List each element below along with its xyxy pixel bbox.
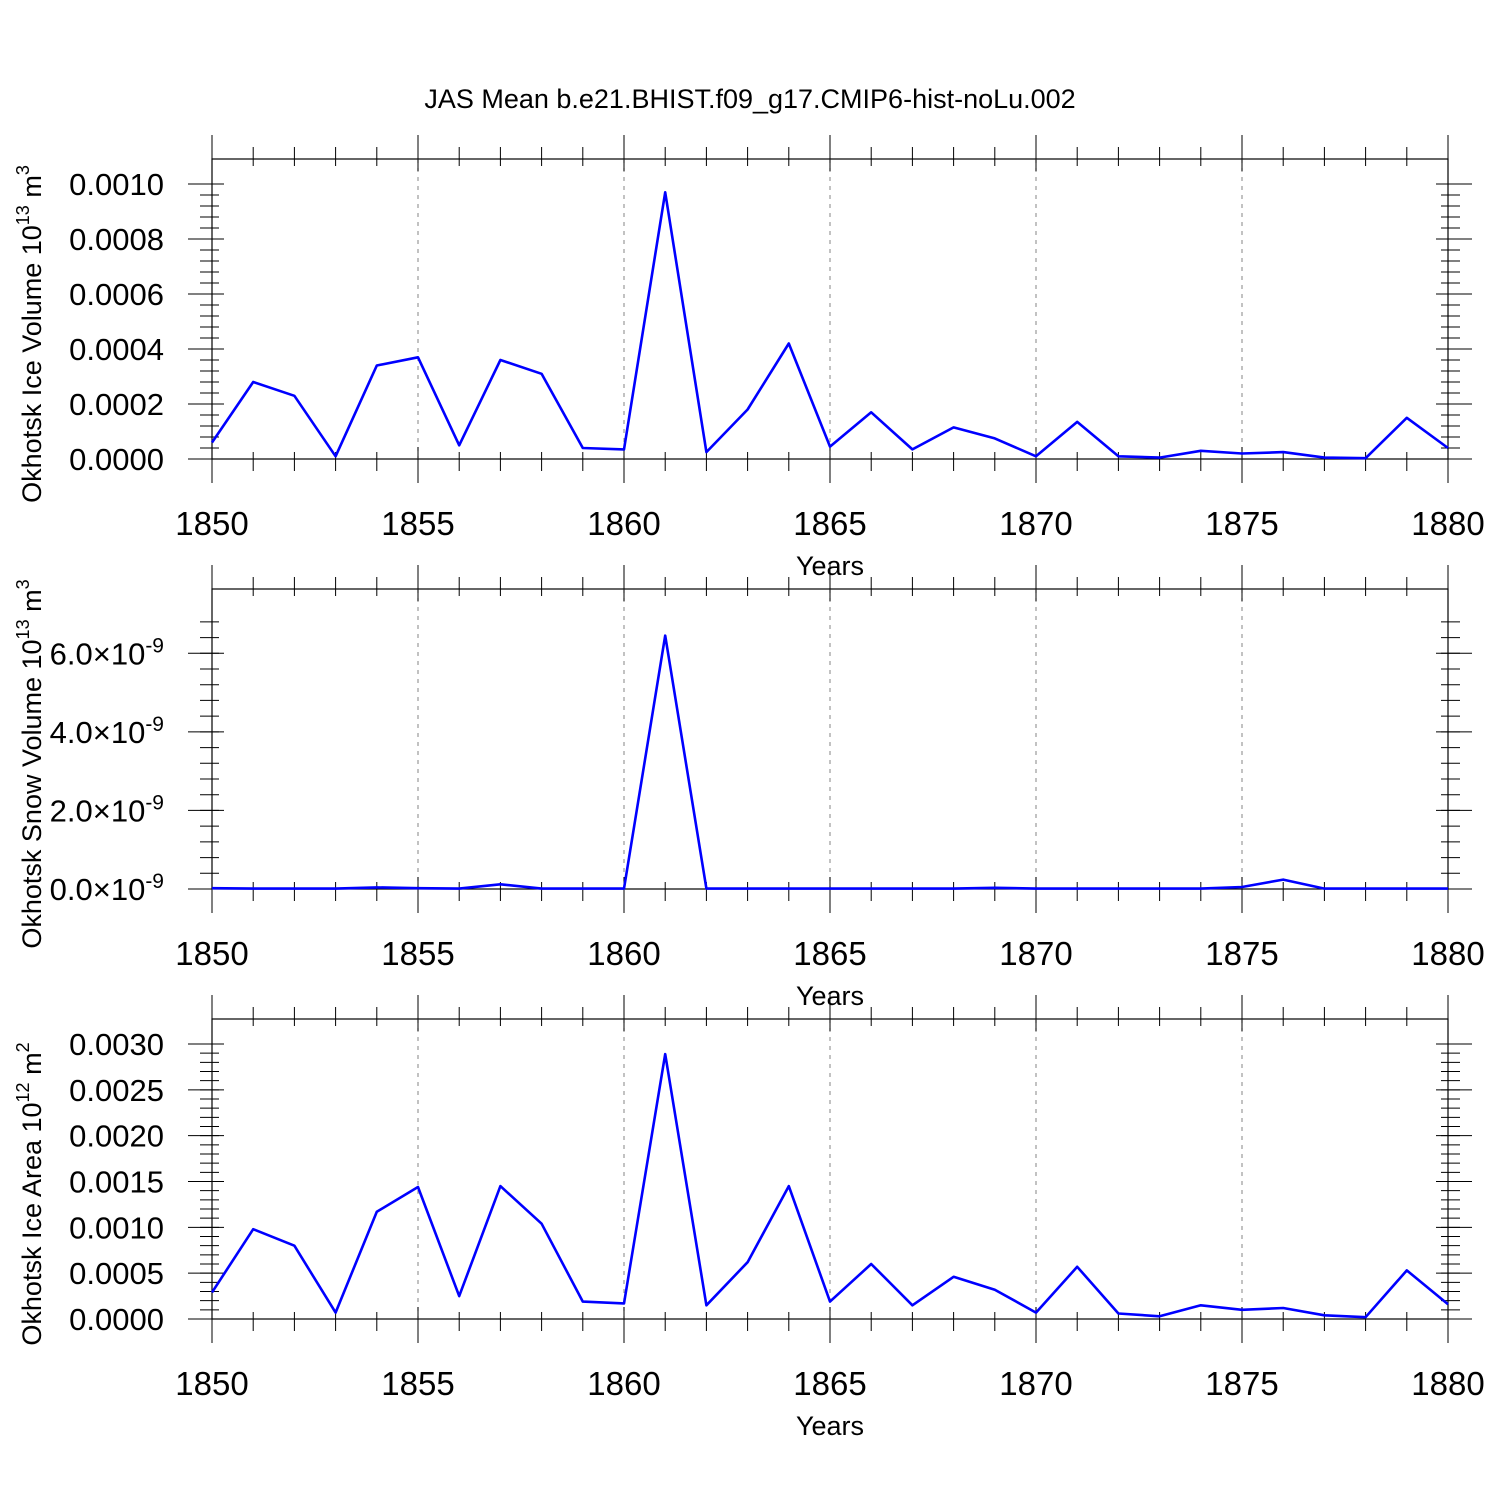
x-tick-label: 1855 (381, 935, 454, 972)
y-tick-label: 6.0×10-9 (50, 634, 164, 671)
x-tick-label: 1875 (1205, 1365, 1278, 1402)
x-tick-label: 1850 (175, 1365, 248, 1402)
y-tick-label: 0.0020 (69, 1119, 164, 1154)
y-tick-label: 2.0×10-9 (50, 791, 164, 828)
y-tick-label: 0.0004 (69, 332, 164, 367)
y-tick-label: 0.0010 (69, 167, 164, 202)
y-axis-label: Okhotsk Ice Area 1012 m2 (13, 1042, 47, 1345)
y-tick-label: 0.0000 (69, 442, 164, 477)
panel-ice-area: 1850 1855 1860 1865 1870 1875 1880 0.0000 0.0005… (13, 995, 1485, 1441)
x-tick-label: 1875 (1205, 935, 1278, 972)
y-tick-label: 0.0030 (69, 1027, 164, 1062)
x-tick-label: 1870 (999, 505, 1072, 542)
x-tick-label: 1870 (999, 935, 1072, 972)
series-line (210, 191, 1449, 460)
x-tick-label: 1860 (587, 505, 660, 542)
y-tick-label: 0.0×10-9 (50, 870, 164, 907)
x-tick-label: 1880 (1411, 1365, 1484, 1402)
x-tick-label: 1850 (175, 505, 248, 542)
chart-title: JAS Mean b.e21.BHIST.f09_g17.CMIP6-hist-… (424, 84, 1075, 114)
x-tick-label: 1865 (793, 505, 866, 542)
panel-snow-volume: 1850 1855 1860 1865 1870 1875 1880 0.0×10-9 2.0×… (13, 565, 1485, 1011)
y-tick-label: 4.0×10-9 (50, 713, 164, 750)
y-tick-label: 0.0002 (69, 387, 164, 422)
series-line (211, 634, 1448, 890)
x-tick-label: 1855 (381, 1365, 454, 1402)
x-tick-label: 1870 (999, 1365, 1072, 1402)
x-tick-label: 1865 (793, 935, 866, 972)
y-tick-label: 0.0015 (69, 1165, 164, 1200)
x-tick-label: 1855 (381, 505, 454, 542)
y-axis-label: Okhotsk Ice Volume 1013 m3 (13, 165, 47, 503)
y-tick-label: 0.0008 (69, 222, 164, 257)
y-tick-label: 0.0000 (69, 1302, 164, 1337)
y-tick-label: 0.0005 (69, 1256, 164, 1291)
x-tick-label: 1880 (1411, 505, 1484, 542)
series-line (210, 1052, 1449, 1319)
x-tick-label: 1880 (1411, 935, 1484, 972)
y-axis-label: Okhotsk Snow Volume 1013 m3 (13, 579, 47, 948)
x-tick-label: 1865 (793, 1365, 866, 1402)
y-tick-label: 0.0025 (69, 1073, 164, 1108)
x-tick-label: 1860 (587, 1365, 660, 1402)
panel-ice-volume: 1850 1855 1860 1865 1870 1875 1880 0.0000 0.0002… (13, 135, 1485, 581)
x-axis-label: Years (796, 1411, 864, 1441)
y-tick-label: 0.0006 (69, 277, 164, 312)
x-tick-label: 1850 (175, 935, 248, 972)
y-tick-label: 0.0010 (69, 1210, 164, 1245)
x-tick-label: 1875 (1205, 505, 1278, 542)
x-tick-label: 1860 (587, 935, 660, 972)
